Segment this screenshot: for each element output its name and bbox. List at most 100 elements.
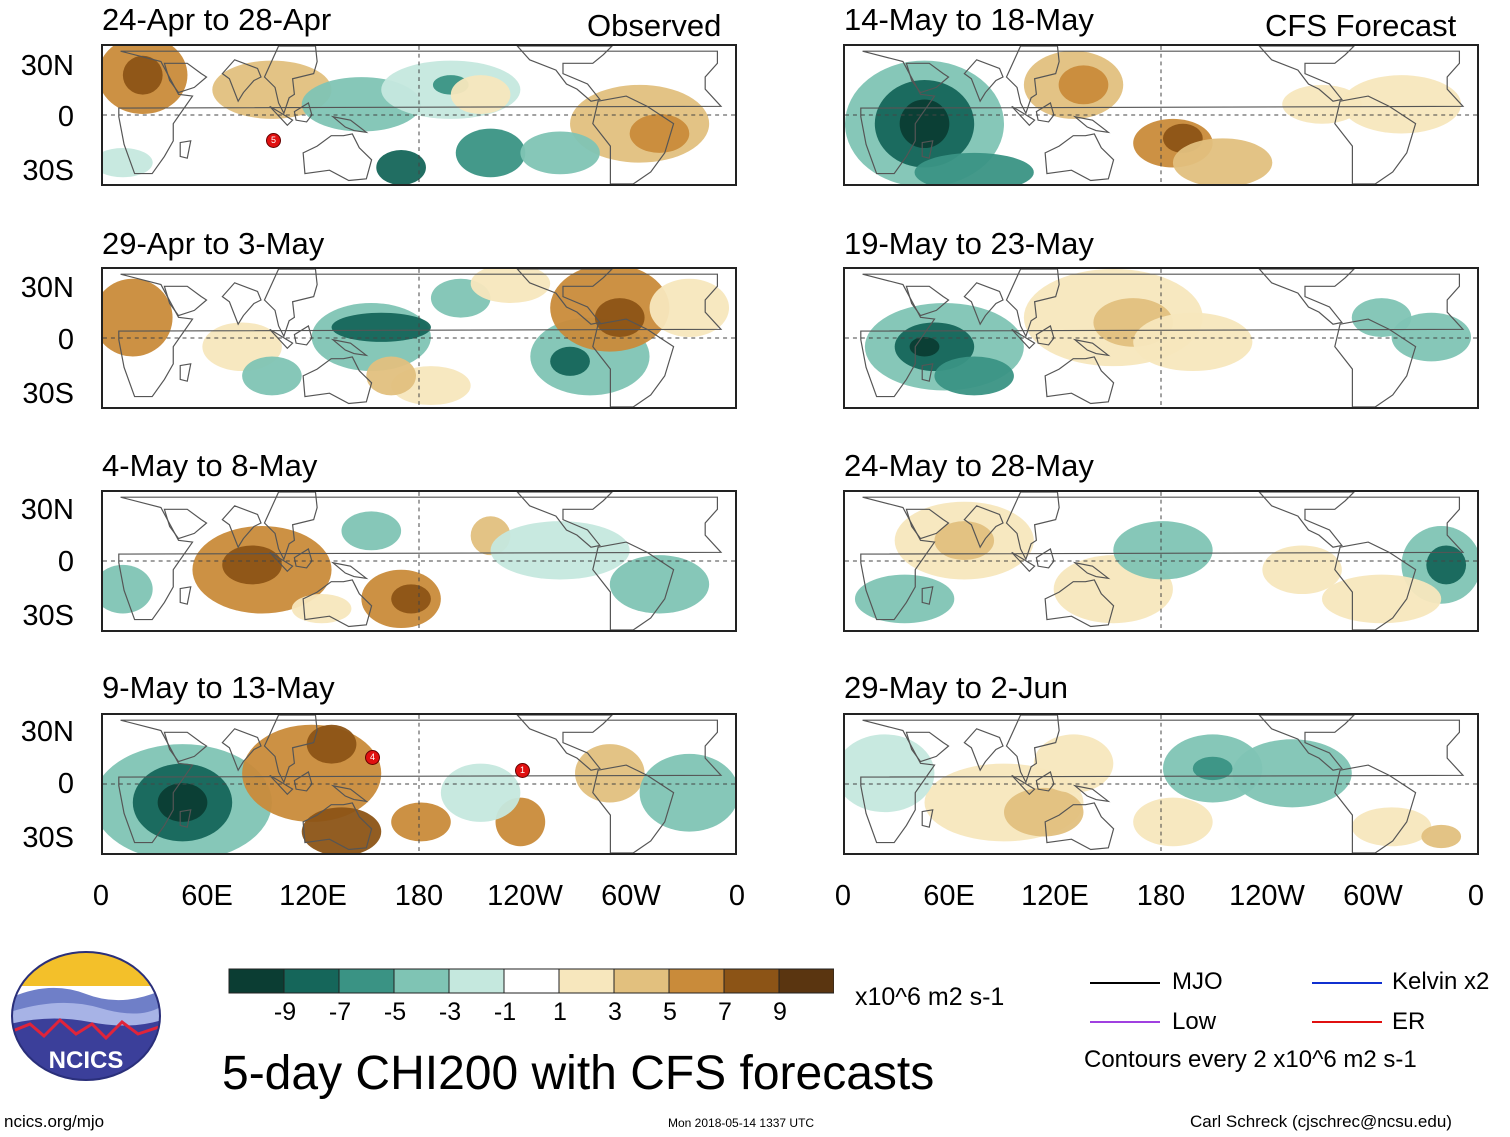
anomaly-blob <box>93 564 153 614</box>
lon-label-180: 180 <box>1136 880 1186 912</box>
coastline <box>263 45 318 115</box>
colorbar-units: x10^6 m2 s-1 <box>855 983 1005 1011</box>
anomaly-blob <box>157 783 208 822</box>
colorbar-swatch <box>393 968 450 994</box>
legend-kelvin: Kelvin x2 <box>1392 968 1490 995</box>
coastline <box>515 45 614 102</box>
colorbar-label: 5 <box>663 998 677 1026</box>
map-canvas <box>93 36 735 185</box>
legend-line-low <box>1090 1021 1160 1023</box>
coastline <box>293 325 313 346</box>
anomaly-blob <box>1172 138 1273 187</box>
storm-marker-icon: 5 <box>266 133 281 148</box>
coastline <box>330 338 369 357</box>
anomaly-blob <box>306 724 357 764</box>
anomaly-blob <box>914 152 1034 192</box>
coastline <box>179 140 192 159</box>
coastline <box>921 809 934 828</box>
colorbar-swatch <box>723 968 780 994</box>
coastline <box>1334 764 1417 854</box>
coastline <box>592 541 675 631</box>
coastline <box>269 328 294 350</box>
anomaly-blob <box>854 574 955 624</box>
anomaly-blob <box>1003 787 1084 837</box>
anomaly-blob <box>291 594 352 624</box>
map-panel-obs-2 <box>93 264 737 409</box>
footer-timestamp: Mon 2018-05-14 1337 UTC <box>668 1116 815 1130</box>
map-canvas <box>93 714 739 861</box>
footer-url[interactable]: ncics.org/mjo <box>4 1112 105 1131</box>
anomaly-blob <box>455 128 526 178</box>
anomaly-blob <box>1058 65 1109 105</box>
anomaly-blob <box>341 511 402 551</box>
coastline <box>515 714 614 771</box>
anomaly-blob <box>450 75 511 115</box>
coastline <box>1035 771 1055 792</box>
map-canvas <box>93 491 735 631</box>
colorbar-swatch <box>613 968 670 994</box>
colorbar-label: -9 <box>273 998 297 1026</box>
coastline <box>1035 548 1055 569</box>
legend-contours: Contours every 2 x10^6 m2 s-1 <box>1084 1046 1417 1073</box>
lat-label-30s: 30S <box>22 822 74 854</box>
coastline <box>163 508 208 540</box>
colorbar-label: 3 <box>608 998 622 1026</box>
coastline <box>1257 714 1356 771</box>
colorbar-label: -7 <box>328 998 352 1026</box>
coastline <box>302 579 373 628</box>
anomaly-blob <box>609 555 710 614</box>
coastline <box>1072 338 1111 357</box>
panel-title-fcst-3: 24-May to 28-May <box>844 448 1094 483</box>
coastline <box>905 508 950 540</box>
coastline <box>1035 325 1055 346</box>
footer-author: Carl Schreck (cjschrec@ncsu.edu) <box>1190 1112 1452 1131</box>
map-panel-obs-3 <box>93 490 737 632</box>
anomaly-blob <box>520 131 600 175</box>
colorbar-swatch <box>778 968 834 994</box>
coastline <box>1005 714 1060 784</box>
lon-label-120e: 120E <box>1021 880 1089 912</box>
lat-label-30s: 30S <box>22 378 74 410</box>
coastline <box>302 133 373 182</box>
coastline <box>263 714 318 784</box>
legend-line-er <box>1312 1021 1382 1023</box>
coastline <box>963 728 1004 772</box>
anomaly-blob <box>93 278 173 357</box>
map-canvas <box>845 268 1477 408</box>
anomaly-blob <box>899 99 950 149</box>
lon-label-180: 180 <box>394 880 444 912</box>
anomaly-blob <box>835 734 935 813</box>
coastline <box>330 561 369 580</box>
anomaly-blob <box>1321 574 1442 624</box>
coastline <box>1334 541 1417 631</box>
anomaly-blob <box>1341 75 1462 134</box>
coastline <box>1011 105 1036 127</box>
coastline <box>269 774 294 796</box>
coastline <box>1072 115 1111 134</box>
anomaly-blob <box>934 356 1014 396</box>
coastline <box>221 59 262 103</box>
coastline <box>921 140 934 159</box>
lat-label-30n: 30N <box>20 716 74 748</box>
anomaly-blob <box>490 521 630 580</box>
coastline <box>179 809 192 828</box>
lat-label-eq: 0 <box>57 546 74 578</box>
anomaly-blob <box>331 312 431 342</box>
anomaly-blob <box>639 753 739 832</box>
legend-line-kelvin <box>1312 982 1382 984</box>
coastline <box>921 363 934 382</box>
anomaly-blob <box>1426 545 1467 585</box>
anomaly-blob <box>122 55 163 95</box>
anomaly-blob <box>212 60 332 119</box>
coastline <box>1011 328 1036 350</box>
coastline <box>1011 551 1036 573</box>
coastline <box>905 62 950 94</box>
logo-text: NCICS <box>49 1047 124 1074</box>
coastline <box>1334 318 1417 408</box>
coastline <box>263 268 318 338</box>
panel-title-fcst-2: 19-May to 23-May <box>844 226 1094 261</box>
coastline <box>905 285 950 317</box>
anomaly-blob <box>1192 756 1233 781</box>
lon-label-60e: 60E <box>923 880 975 912</box>
